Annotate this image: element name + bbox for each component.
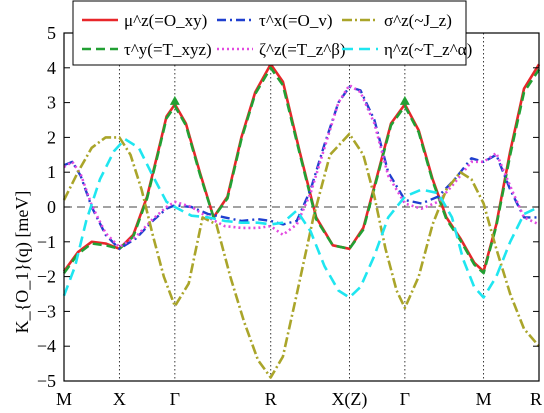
series-line-3	[63, 83, 540, 249]
x-tick-label: M	[476, 389, 492, 409]
x-tick-label: R	[265, 389, 277, 409]
y-tick-label: 2	[47, 127, 56, 147]
y-tick-label: 4	[47, 58, 56, 78]
y-tick-label: −1	[37, 232, 56, 252]
grid-layer	[64, 33, 539, 381]
series-layer	[62, 63, 541, 379]
x-tick-label: X(Z)	[331, 389, 367, 410]
legend-label: η^z(~T_z^α)	[384, 40, 472, 59]
x-tick-label: X	[113, 389, 126, 409]
legend-label: μ^z(=O_xy)	[124, 11, 207, 30]
y-tick-label: 5	[47, 23, 56, 43]
series-marker	[169, 95, 180, 105]
series-line-5	[62, 137, 540, 299]
x-tick-label: R	[530, 389, 542, 409]
x-tick-label: M	[56, 389, 72, 409]
series-marker	[399, 95, 410, 105]
y-axis-label-text: K_{O_1}(q) [meV]	[12, 191, 33, 334]
y-tick-label: −3	[37, 301, 56, 321]
legend: μ^z(=O_xy) τ^y(=T_xyz) τ^x(=O_v) ζ^z(=T_z^β…	[72, 0, 472, 66]
y-tick-label: 0	[47, 197, 56, 217]
y-tick-label: 1	[47, 162, 56, 182]
y-tick-label: −2	[37, 267, 56, 287]
legend-box	[72, 0, 467, 66]
legend-label: τ^x(=O_v)	[259, 11, 333, 30]
series-line-1	[62, 66, 541, 275]
y-tick-label: −5	[37, 371, 56, 391]
legend-label: σ^z(~J_z)	[384, 11, 452, 30]
legend-label: ζ^z(=T_z^β)	[259, 40, 346, 59]
series-line-4	[62, 132, 540, 379]
y-tick-label: −4	[37, 336, 56, 356]
x-tick-label: Γ	[170, 389, 180, 409]
x-tick-label: Γ	[400, 389, 410, 409]
y-axis-label: K_{O_1}(q) [meV]	[12, 191, 33, 334]
series-line-0	[62, 63, 541, 273]
axes-layer: −5 −4 −3 −2 −1 0 1 2 3 4 5 M X Γ R X(Z) Γ M R	[37, 23, 542, 410]
y-tick-label: 3	[47, 93, 56, 113]
legend-label: τ^y(=T_xyz)	[124, 40, 212, 59]
series-line-2	[63, 85, 539, 250]
